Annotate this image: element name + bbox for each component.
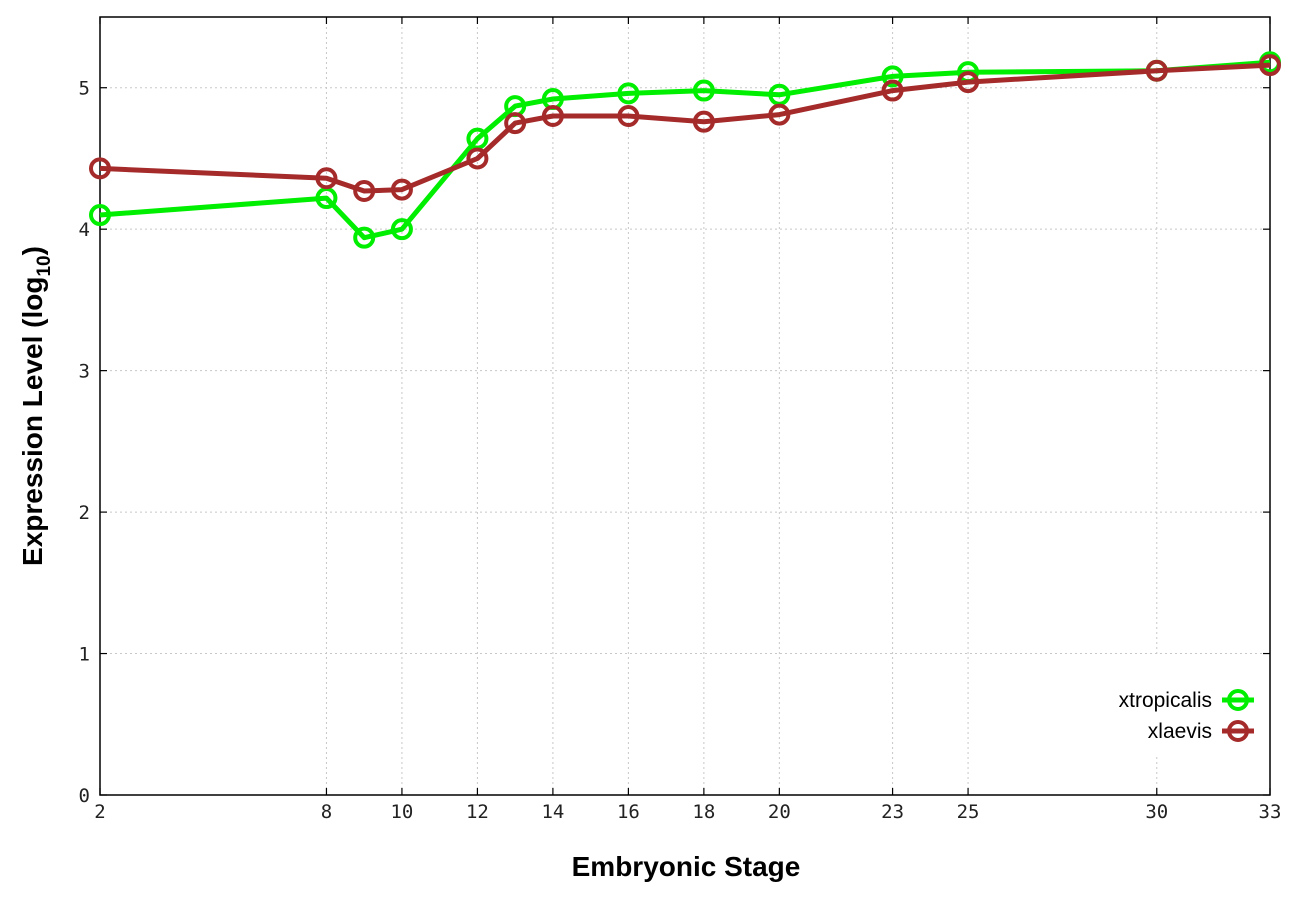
data-point-xlaevis (466, 147, 489, 170)
y-tick-label: 1 (79, 644, 90, 666)
plot-frame (99, 16, 1271, 796)
x-tick-label: 16 (617, 801, 640, 823)
data-point-xlaevis (541, 105, 564, 128)
series-layer (89, 51, 1281, 249)
data-point-xlaevis (89, 157, 111, 180)
data-point-xlaevis (881, 79, 904, 102)
x-tick-label: 2 (94, 801, 105, 823)
series-xtropicalis (89, 51, 1281, 249)
legend-marker-swatch (1227, 720, 1249, 742)
x-tick-label: 33 (1259, 801, 1282, 823)
data-point-xlaevis (1145, 59, 1168, 82)
data-point-xlaevis (617, 105, 640, 128)
x-tick-label: 18 (692, 801, 715, 823)
data-point-xlaevis (504, 112, 527, 135)
x-tick-label: 12 (466, 801, 489, 823)
y-axis-title: Expression Level (log10) (17, 246, 55, 566)
x-tick-label: 14 (541, 801, 564, 823)
x-tick-label: 23 (881, 801, 904, 823)
legend-item-xlaevis: xlaevis (1148, 720, 1254, 743)
y-tick-label: 0 (79, 785, 90, 807)
y-tick-label: 3 (79, 361, 90, 383)
legend-marker-swatch (1227, 689, 1249, 711)
x-tick-label: 10 (390, 801, 413, 823)
y-tick-label: 2 (79, 502, 90, 524)
x-tick-label: 25 (957, 801, 980, 823)
data-point-xlaevis (390, 178, 413, 201)
data-point-xlaevis (353, 179, 376, 202)
data-point-xtropicalis (617, 82, 640, 105)
x-tick-label: 30 (1145, 801, 1168, 823)
data-point-xlaevis (957, 71, 980, 94)
series-xlaevis (89, 54, 1281, 202)
data-point-xlaevis (692, 110, 715, 133)
series-line-xlaevis (99, 62, 1271, 194)
x-axis-title: Embryonic Stage (572, 851, 801, 882)
x-tick-label: 20 (768, 801, 791, 823)
legend-label: xtropicalis (1119, 689, 1212, 712)
data-point-xlaevis (1259, 54, 1281, 77)
data-point-xtropicalis (390, 218, 413, 241)
svg-text:Expression Level (log10): Expression Level (log10) (17, 246, 55, 566)
y-tick-label: 5 (79, 78, 90, 100)
y-axis-title-main: Expression Level (log (17, 277, 48, 566)
data-point-xtropicalis (89, 204, 111, 227)
y-tick-label: 4 (79, 219, 90, 241)
legend: xtropicalis xlaevis (1072, 655, 1268, 755)
legend-item-xtropicalis: xtropicalis (1119, 689, 1254, 712)
data-point-xtropicalis (353, 226, 376, 249)
data-point-xlaevis (768, 103, 791, 126)
legend-label: xlaevis (1148, 720, 1212, 743)
data-point-xtropicalis (692, 79, 715, 102)
data-point-xlaevis (315, 167, 338, 190)
x-tick-label: 8 (321, 801, 332, 823)
data-point-xtropicalis (881, 65, 904, 88)
y-axis-title-close: ) (17, 246, 48, 255)
series-line-xtropicalis (99, 59, 1271, 241)
y-axis-title-subscript: 10 (34, 255, 55, 276)
